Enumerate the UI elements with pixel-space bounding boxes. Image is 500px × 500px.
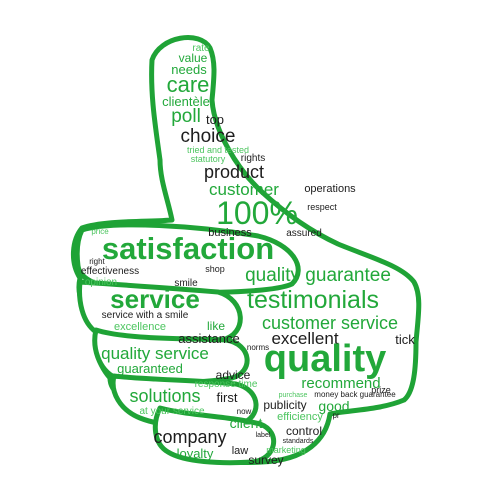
- word-rights: rights: [240, 153, 266, 164]
- word-excellence: excellence: [114, 321, 166, 333]
- word-label: label: [255, 432, 271, 439]
- word-money-back-guarantee: money back guarantee: [314, 390, 396, 399]
- word-effectiveness: effectiveness: [80, 266, 140, 277]
- word-smile: smile: [174, 278, 198, 289]
- word-loyalty: loyalty: [176, 446, 214, 461]
- finger-outline-5: [152, 405, 277, 466]
- word-price: price: [91, 227, 109, 236]
- word-efficiency: efficiency: [277, 411, 323, 423]
- word-product: product: [203, 162, 265, 182]
- word-customer-service: customer service: [261, 313, 399, 333]
- word-company: company: [153, 427, 227, 447]
- word-like: like: [206, 319, 226, 333]
- word-norms: norms: [246, 343, 270, 352]
- word-service: service: [110, 284, 200, 314]
- word-choice: choice: [180, 126, 236, 147]
- word-rate: rate: [192, 43, 210, 54]
- word-excellent: excellent: [271, 329, 339, 348]
- word-value: value: [178, 51, 208, 65]
- word-pr: pr: [332, 411, 340, 420]
- word-first: first: [216, 390, 238, 405]
- word-tried-and-tested: tried and tested: [186, 145, 250, 155]
- word-guaranteed: guaranteed: [117, 361, 183, 376]
- word-testimonials: testimonials: [247, 286, 379, 314]
- word-satisfaction: satisfaction: [101, 231, 275, 266]
- word-control: control: [285, 424, 323, 438]
- word-poll: poll: [171, 106, 201, 127]
- word-at-your-service: at your service: [139, 406, 205, 417]
- word-advice: advice: [215, 368, 251, 382]
- word-statutory: statutory: [190, 154, 226, 164]
- word-standards: standards: [282, 438, 314, 445]
- word-survey: survey: [248, 453, 284, 467]
- word-right: right: [89, 257, 105, 266]
- word-clientele: clientèle: [162, 94, 210, 109]
- word-marketing: marketing: [266, 445, 306, 455]
- word-operations: operations: [304, 183, 356, 195]
- word-prize: prize: [371, 385, 391, 395]
- word-purchase: purchase: [278, 392, 308, 399]
- word-respect: respect: [307, 202, 337, 212]
- word-quality-service: quality service: [101, 344, 209, 363]
- word-tick: tick: [395, 332, 415, 347]
- word-opinion: opinion: [84, 277, 118, 288]
- word-needs: needs: [171, 62, 207, 77]
- word-now: now: [236, 407, 252, 416]
- word-response-time: response time: [194, 379, 258, 390]
- word-customer: customer: [209, 180, 279, 199]
- word-100-percent: 100%: [216, 195, 298, 231]
- word-assured: assured: [286, 228, 322, 239]
- word-business: business: [208, 227, 252, 239]
- word-quality-guarantee: quality guarantee: [245, 265, 391, 286]
- word-service-with-a-smile: service with a smile: [101, 310, 189, 321]
- word-solutions: solutions: [129, 386, 201, 406]
- word-client: client: [229, 415, 263, 431]
- word-good: good: [318, 398, 350, 414]
- word-top: top: [205, 112, 225, 127]
- word-recommend: recommend: [301, 375, 381, 392]
- word-shop: shop: [205, 264, 225, 274]
- finger-outline-1: [74, 222, 301, 295]
- word-publicity: publicity: [263, 398, 307, 412]
- word-assistance: assistance: [178, 331, 240, 346]
- word-quality: quality: [263, 338, 387, 380]
- word-care: care: [166, 72, 210, 97]
- finger-outline-3: [92, 327, 250, 385]
- word-law: law: [231, 445, 249, 457]
